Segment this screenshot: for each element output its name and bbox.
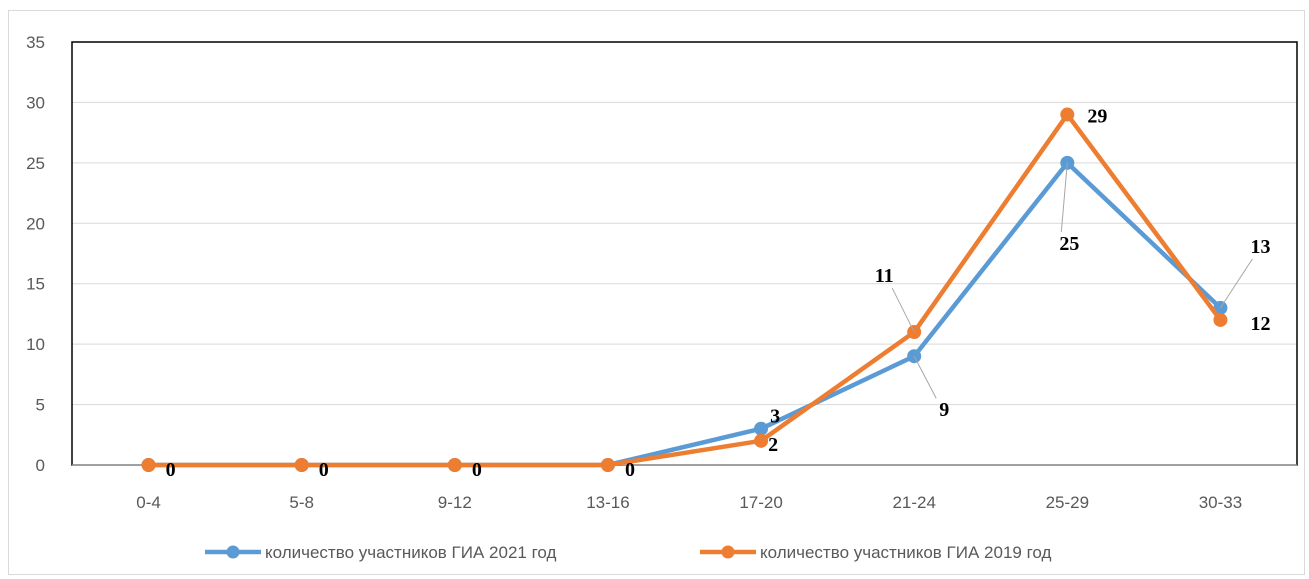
x-tick-label: 17-20: [739, 493, 782, 512]
data-point: [754, 433, 769, 448]
y-tick-label: 35: [26, 33, 45, 52]
data-label: 0: [166, 459, 176, 481]
y-tick-label: 25: [26, 154, 45, 173]
y-tick-label: 15: [26, 275, 45, 294]
legend: количество участников ГИА 2021 год количе…: [205, 543, 1051, 562]
leader-line: [1220, 258, 1253, 309]
y-tick-label: 0: [36, 456, 45, 475]
data-point: [141, 458, 156, 472]
data-label: 13: [1250, 236, 1270, 258]
data-label: 2: [768, 434, 778, 456]
legend-marker: [721, 545, 735, 559]
data-point: [1060, 107, 1075, 122]
leader-line: [913, 355, 937, 399]
data-point: [447, 458, 462, 472]
data-point: [1213, 312, 1228, 327]
data-label: 0: [472, 459, 482, 481]
legend-label: количество участников ГИА 2021 год: [265, 543, 556, 562]
data-label: 25: [1059, 233, 1079, 255]
data-label: 12: [1250, 313, 1270, 335]
chart-border: [8, 10, 1305, 575]
series-line: [148, 112, 1223, 468]
x-tick-label: 25-29: [1046, 493, 1089, 512]
legend-label: количество участников ГИА 2019 год: [760, 543, 1051, 562]
x-tick-label: 30-33: [1199, 493, 1242, 512]
x-tick-label: 13-16: [586, 493, 629, 512]
data-label: 3: [770, 406, 780, 428]
leader-line: [1060, 162, 1068, 232]
data-point: [600, 458, 615, 472]
leader-line: [891, 287, 915, 333]
y-tick-label: 30: [26, 93, 45, 112]
data-label: 0: [319, 459, 329, 481]
data-point: [754, 421, 769, 436]
y-tick-label: 20: [26, 214, 45, 233]
data-label: 0: [625, 459, 635, 481]
x-tick-label: 21-24: [892, 493, 935, 512]
data-label: 9: [939, 399, 949, 421]
x-axis: 0-4 5-8 9-12 13-16 17-20 21-24 25-29 30-33: [136, 493, 1242, 512]
y-tick-label: 10: [26, 335, 45, 354]
x-tick-label: 0-4: [136, 493, 161, 512]
y-axis: 0 5 10 15 20 25 30 35: [26, 33, 45, 475]
y-tick-label: 5: [36, 396, 45, 415]
data-point: [294, 458, 309, 472]
data-label: 11: [875, 265, 894, 287]
data-label: 29: [1087, 106, 1107, 128]
legend-marker: [226, 545, 240, 559]
x-tick-label: 9-12: [438, 493, 472, 512]
x-tick-label: 5-8: [289, 493, 314, 512]
